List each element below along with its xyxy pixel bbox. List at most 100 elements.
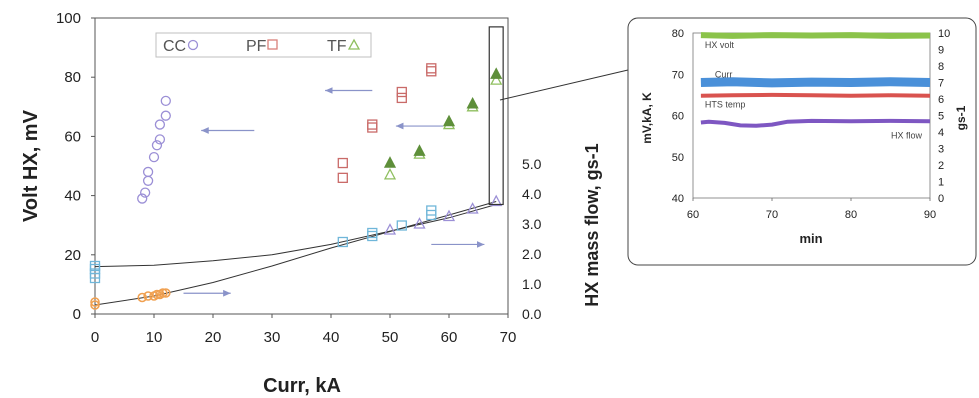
point-circle bbox=[160, 110, 171, 121]
inset-y-tick-label: 50 bbox=[672, 152, 684, 164]
x-tick-label: 0 bbox=[91, 329, 99, 346]
point-square bbox=[396, 92, 407, 104]
legend-box bbox=[155, 32, 372, 58]
point-triangle bbox=[413, 217, 426, 229]
point-triangle bbox=[490, 73, 503, 85]
inset-series-line bbox=[700, 77, 931, 88]
point-triangle bbox=[383, 167, 397, 180]
y-axis-label: Volt HX, mV bbox=[20, 109, 42, 222]
inset-series-line bbox=[700, 118, 931, 128]
inset-y-tick-label: 80 bbox=[672, 28, 684, 40]
inset-series-label: HX flow bbox=[891, 131, 923, 141]
point-triangle bbox=[466, 96, 479, 109]
inset-y-tick-label: 40 bbox=[672, 193, 684, 205]
point-circle-orange bbox=[161, 288, 171, 298]
inset-series-line bbox=[700, 92, 931, 98]
point-triangle bbox=[413, 144, 426, 156]
inset-y2-tick-label: 3 bbox=[938, 144, 944, 156]
inset-y-tick-label: 70 bbox=[672, 69, 684, 81]
y2-tick-label: 1.0 bbox=[522, 276, 542, 292]
point-circle-orange bbox=[137, 292, 147, 303]
y2-tick-label: 4.0 bbox=[522, 186, 542, 202]
point-square bbox=[396, 220, 407, 231]
y-tick-label: 80 bbox=[64, 69, 81, 86]
point-square bbox=[426, 205, 437, 216]
inset-y-axis-label: mV,kA, K bbox=[640, 92, 654, 144]
point-square bbox=[396, 86, 407, 98]
inset-x-axis-label: min bbox=[799, 231, 822, 246]
inset-y2-tick-label: 0 bbox=[938, 193, 944, 205]
point-circle-orange bbox=[90, 297, 100, 307]
inset-series-line bbox=[700, 32, 931, 39]
point-circle bbox=[139, 187, 151, 198]
x-tick-label: 40 bbox=[323, 329, 340, 346]
point-triangle bbox=[442, 209, 456, 222]
point-circle bbox=[154, 119, 166, 130]
y-tick-label: 100 bbox=[56, 10, 81, 27]
main-scatter-chart: CC PF TF 0 10 20 30 40 50 60 70 0 20 40 60 80 100 0.… bbox=[20, 10, 602, 397]
plot-area bbox=[94, 17, 509, 315]
inset-y-tick-label: 60 bbox=[672, 111, 684, 123]
x-axis-label: Curr, kA bbox=[263, 375, 341, 397]
point-circle bbox=[148, 151, 160, 163]
inset-y2-tick-label: 8 bbox=[938, 61, 944, 73]
inset-x-tick-label: 70 bbox=[766, 209, 778, 221]
point-triangle bbox=[383, 223, 397, 235]
point-square bbox=[367, 119, 378, 130]
y-tick-label: 20 bbox=[64, 247, 81, 264]
x-tick-label: 50 bbox=[382, 329, 399, 346]
inset-y2-axis-label: gs-1 bbox=[954, 105, 968, 130]
point-triangle bbox=[490, 194, 503, 207]
y2-axis-label: HX mass flow, gs-1 bbox=[582, 143, 602, 306]
inset-y2-tick-label: 4 bbox=[938, 127, 944, 139]
point-square bbox=[337, 172, 348, 183]
x-tick-label: 10 bbox=[146, 329, 163, 346]
inset-x-tick-label: 80 bbox=[845, 209, 857, 221]
point-square bbox=[426, 66, 437, 77]
legend-label-pf: PF bbox=[246, 38, 267, 55]
point-square bbox=[367, 227, 378, 239]
x-tick-label: 20 bbox=[205, 329, 222, 346]
y2-tick-label: 2.0 bbox=[522, 246, 542, 262]
inset-y2-tick-label: 9 bbox=[938, 45, 944, 57]
point-circle bbox=[160, 95, 171, 107]
legend-label-tf: TF bbox=[327, 38, 347, 55]
legend-marker-tf bbox=[347, 38, 361, 50]
point-square bbox=[426, 63, 437, 74]
point-triangle bbox=[490, 67, 503, 79]
point-circle-orange bbox=[143, 291, 153, 301]
inset-y2-tick-label: 10 bbox=[938, 28, 950, 40]
y2-tick-label: 5.0 bbox=[522, 156, 542, 172]
legend-label-cc: CC bbox=[163, 38, 186, 55]
x-tick-label: 70 bbox=[500, 329, 517, 346]
y2-tick-label: 3.0 bbox=[522, 216, 542, 232]
point-circle bbox=[154, 134, 166, 145]
point-triangle bbox=[442, 114, 456, 127]
x-tick-label: 60 bbox=[441, 329, 458, 346]
inset-y2-tick-label: 6 bbox=[938, 94, 944, 106]
inset-series-label: HX volt bbox=[705, 40, 735, 50]
inset-y2-tick-label: 5 bbox=[938, 111, 944, 123]
point-circle bbox=[137, 193, 148, 204]
y-tick-label: 60 bbox=[64, 128, 81, 145]
inset-series-label: HTS temp bbox=[705, 100, 746, 110]
point-triangle bbox=[383, 156, 397, 168]
legend-marker-cc bbox=[187, 39, 199, 51]
point-circle-orange bbox=[90, 300, 100, 310]
inset-y2-tick-label: 1 bbox=[938, 177, 944, 189]
inset-frame bbox=[627, 17, 977, 266]
fit-curve-1 bbox=[94, 204, 497, 268]
inset-series-label: Curr bbox=[715, 70, 733, 80]
inset-x-tick-label: 90 bbox=[924, 209, 936, 221]
point-square bbox=[337, 157, 348, 169]
legend-marker-pf bbox=[267, 39, 278, 50]
point-circle-orange bbox=[152, 289, 162, 300]
inset-y2-tick-label: 7 bbox=[938, 78, 944, 90]
highlight-box bbox=[488, 26, 504, 206]
inset-x-tick-label: 60 bbox=[687, 209, 699, 221]
y2-tick-label: 0.0 bbox=[522, 306, 542, 322]
x-tick-label: 30 bbox=[264, 329, 281, 346]
y-tick-label: 40 bbox=[64, 188, 81, 205]
callout-line bbox=[499, 69, 629, 101]
